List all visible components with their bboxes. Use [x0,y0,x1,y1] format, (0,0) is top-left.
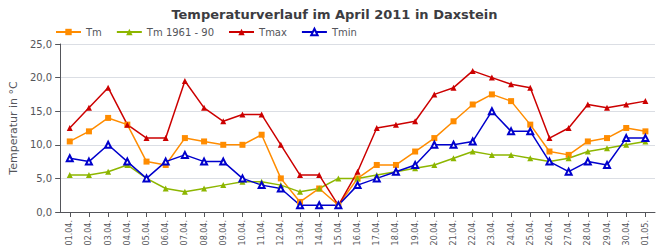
svg-text:21.04.: 21.04. [449,220,458,245]
svg-text:07.04.: 07.04. [180,220,189,245]
svg-text:16.04.: 16.04. [353,220,362,245]
svg-text:Tmin: Tmin [331,27,357,38]
svg-text:12.04.: 12.04. [276,220,285,245]
svg-text:20.04.: 20.04. [430,220,439,245]
svg-text:27.04.: 27.04. [564,220,573,245]
svg-text:06.04.: 06.04. [161,220,170,245]
svg-text:15,0: 15,0 [30,106,52,117]
svg-text:25.04.: 25.04. [526,220,535,245]
svg-text:Tmax: Tmax [258,27,287,38]
svg-text:01.05.: 01.05. [641,220,650,245]
svg-text:Temperatur in °C: Temperatur in °C [7,81,20,176]
svg-text:24.04.: 24.04. [507,220,516,245]
svg-text:20,0: 20,0 [30,72,52,83]
svg-text:02.04.: 02.04. [84,220,93,245]
svg-text:01.04.: 01.04. [65,220,74,245]
svg-text:08.04.: 08.04. [200,220,209,245]
svg-text:04.04.: 04.04. [123,220,132,245]
svg-text:09.04.: 09.04. [219,220,228,245]
svg-text:25,0: 25,0 [30,39,52,50]
svg-text:11.04.: 11.04. [257,220,266,245]
svg-text:Tm 1961 - 90: Tm 1961 - 90 [146,27,214,38]
svg-text:Temperaturverlauf im April 201: Temperaturverlauf im April 2011 in Daxst… [171,7,497,22]
svg-text:30.04.: 30.04. [622,220,631,245]
svg-text:05.04.: 05.04. [142,220,151,245]
svg-text:14.04.: 14.04. [315,220,324,245]
svg-text:17.04.: 17.04. [372,220,381,245]
svg-text:15.04.: 15.04. [334,220,343,245]
svg-text:23.04.: 23.04. [487,220,496,245]
svg-text:26.04.: 26.04. [545,220,554,245]
svg-text:29.04.: 29.04. [603,220,612,245]
svg-text:13.04.: 13.04. [296,220,305,245]
svg-text:10,0: 10,0 [30,139,52,150]
svg-text:22.04.: 22.04. [468,220,477,245]
svg-text:0,0: 0,0 [36,207,52,218]
svg-text:28.04.: 28.04. [583,220,592,245]
svg-text:03.04.: 03.04. [104,220,113,245]
svg-text:18.04.: 18.04. [391,220,400,245]
svg-text:Tm: Tm [85,27,102,38]
svg-text:5,0: 5,0 [36,173,52,184]
svg-text:19.04.: 19.04. [411,220,420,245]
svg-text:10.04.: 10.04. [238,220,247,245]
